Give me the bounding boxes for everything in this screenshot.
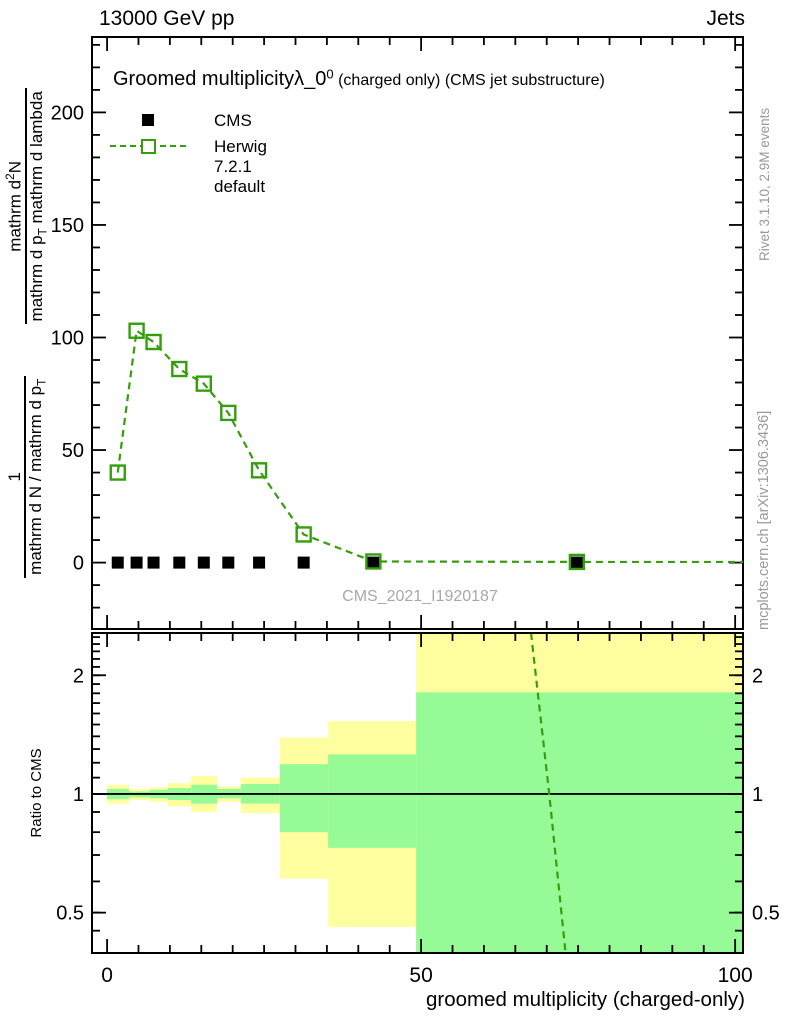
analysis-type-label: Jets xyxy=(706,7,745,30)
svg-text:0: 0 xyxy=(73,553,84,575)
cms-legend-marker xyxy=(142,114,154,126)
rivet-version-text: Rivet 3.1.10, 2.9M events xyxy=(756,107,772,261)
ylabel-fraction-1: 1 mathrm d N / mathrm d pT xyxy=(4,375,50,578)
analysis-id-watermark: CMS_2021_I1920187 xyxy=(342,588,498,605)
svg-text:2: 2 xyxy=(73,665,84,687)
svg-text:0.5: 0.5 xyxy=(56,903,84,925)
herwig-data-points xyxy=(109,322,586,571)
svg-text:100: 100 xyxy=(718,964,753,987)
svg-text:50: 50 xyxy=(409,964,432,987)
herwig-legend-marker xyxy=(141,139,156,154)
plot-title-superscript: 0 xyxy=(326,66,334,82)
legend-label-herwig: Herwig 7.2.1 default xyxy=(214,137,267,196)
ratio-uncertainty-bands xyxy=(107,633,743,953)
svg-text:0.5: 0.5 xyxy=(752,903,780,925)
svg-text:100: 100 xyxy=(51,328,84,350)
x-axis-title: groomed multiplicity (charged-only) xyxy=(425,988,745,1011)
ylabel-fraction-2: mathrm d2N mathrm d pT mathrm d lambda xyxy=(3,88,50,325)
beam-energy-label: 13000 GeV pp xyxy=(99,7,235,30)
svg-text:1: 1 xyxy=(752,784,763,806)
main-y-axis-label: 1 mathrm d N / mathrm d pT mathrm d2N ma… xyxy=(2,37,52,629)
svg-text:200: 200 xyxy=(51,102,84,124)
plot-title: Groomed multiplicityλ_00 (charged only) … xyxy=(113,68,605,91)
panel-frames xyxy=(91,36,744,954)
mcplots-reference-text: mcplots.cern.ch [arXiv:1306.3436] xyxy=(756,410,772,630)
ratio-model-line xyxy=(529,632,567,954)
svg-text:2: 2 xyxy=(752,665,763,687)
plot-title-main: Groomed multiplicity xyxy=(113,68,295,90)
svg-text:50: 50 xyxy=(62,440,84,462)
herwig-line xyxy=(116,328,743,564)
ratio-y-axis-label: Ratio to CMS xyxy=(27,748,45,838)
svg-text:0: 0 xyxy=(101,964,113,987)
plot-title-detail: (charged only) (CMS jet substructure) xyxy=(333,72,605,89)
cms-data-points xyxy=(111,556,583,569)
tick-labels: 0 50 100 150 200 0 50 100 0.5 0.5 1 1 2 2 xyxy=(51,102,780,987)
svg-text:1: 1 xyxy=(73,784,84,806)
plot-title-lambda: λ_0 xyxy=(294,68,327,90)
svg-text:150: 150 xyxy=(51,215,84,237)
legend-label-cms: CMS xyxy=(214,111,252,130)
axis-ticks xyxy=(92,37,743,953)
